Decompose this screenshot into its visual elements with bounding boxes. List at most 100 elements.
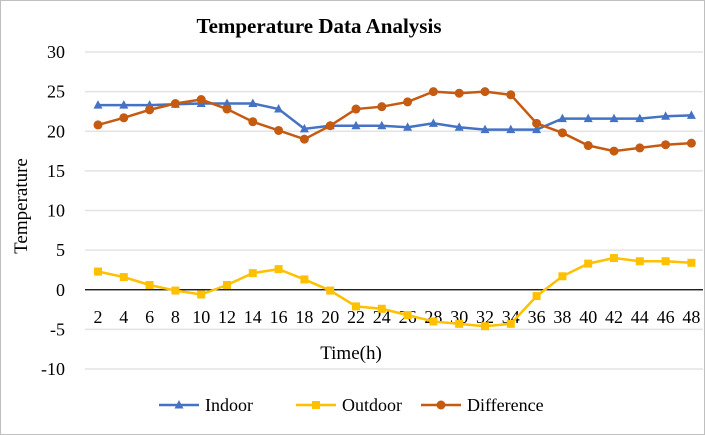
- indoor-point: [93, 100, 103, 109]
- difference-point: [661, 140, 671, 150]
- legend-item-difference: Difference: [421, 395, 544, 415]
- outdoor-point: [403, 311, 412, 320]
- legend-item-outdoor: Outdoor: [296, 395, 402, 415]
- y-axis-label: Temperature: [11, 158, 32, 254]
- difference-point: [325, 121, 335, 131]
- x-tick-label: 22: [347, 307, 365, 327]
- difference-point: [635, 143, 645, 153]
- legend-label: Indoor: [205, 395, 253, 415]
- indoor-point: [222, 98, 232, 108]
- outdoor-point: [248, 269, 257, 278]
- indoor-point: [428, 118, 438, 127]
- x-tick-label: 32: [476, 307, 494, 327]
- difference-point: [274, 125, 284, 135]
- outdoor-point: [687, 258, 696, 267]
- legend-marker: [312, 401, 320, 409]
- outdoor-point: [506, 319, 515, 328]
- x-tick-label: 36: [528, 307, 546, 327]
- indoor-point: [557, 113, 567, 123]
- y-tick-label: 15: [47, 161, 65, 181]
- indoor-point: [454, 122, 464, 131]
- outdoor-point: [94, 267, 102, 276]
- x-tick-label: 24: [373, 307, 391, 327]
- difference-point: [119, 113, 129, 123]
- legend-marker: [436, 400, 446, 410]
- indoor-point: [299, 123, 309, 133]
- x-tick-label: 6: [145, 307, 154, 327]
- difference-point: [145, 105, 155, 115]
- y-tick-label: -5: [50, 319, 65, 339]
- x-tick-label: 30: [450, 307, 468, 327]
- x-tick-label: 48: [682, 307, 700, 327]
- outdoor-point: [197, 290, 206, 299]
- outdoor-point: [558, 272, 567, 281]
- indoor-point: [506, 124, 516, 134]
- x-tick-label: 12: [218, 307, 236, 327]
- outdoor-point: [300, 275, 309, 284]
- indoor-line: [98, 102, 692, 131]
- x-tick-label: 16: [270, 307, 288, 327]
- difference-point: [686, 138, 696, 148]
- indoor-point: [635, 113, 645, 123]
- difference-point: [557, 128, 567, 138]
- difference-point: [506, 90, 516, 100]
- x-tick-label: 10: [192, 307, 210, 327]
- outdoor-point: [377, 304, 386, 313]
- indoor-point: [480, 124, 490, 134]
- difference-point: [609, 146, 619, 156]
- difference-point: [170, 99, 180, 109]
- y-tick-label: 30: [47, 42, 65, 62]
- outdoor-point: [429, 317, 438, 326]
- difference-point: [403, 97, 413, 107]
- indoor-point: [583, 113, 593, 123]
- difference-point: [299, 134, 309, 144]
- difference-point: [351, 104, 361, 114]
- difference-point: [248, 117, 258, 127]
- chart-title: Temperature Data Analysis: [196, 14, 441, 38]
- outdoor-line: [97, 256, 692, 328]
- x-tick-label: 44: [631, 307, 649, 327]
- outdoor-point: [532, 292, 541, 301]
- y-tick-label: -10: [41, 359, 65, 379]
- legend-label: Difference: [467, 395, 544, 415]
- difference-point: [196, 95, 206, 105]
- difference-point: [583, 141, 593, 151]
- y-tick-label: 10: [47, 201, 65, 221]
- indoor-point: [274, 104, 284, 113]
- outdoor-point: [455, 319, 464, 328]
- outdoor-point: [274, 265, 283, 274]
- indoor-point: [686, 110, 696, 119]
- x-tick-label: 4: [119, 307, 128, 327]
- indoor-point: [377, 120, 387, 130]
- legend-label: Outdoor: [342, 395, 402, 415]
- x-tick-label: 8: [171, 307, 180, 327]
- legend-marker: [174, 400, 184, 409]
- y-tick-label: 5: [56, 240, 65, 260]
- difference-point: [428, 87, 438, 97]
- difference-point: [93, 120, 103, 130]
- legend-item-indoor: Indoor: [159, 395, 253, 415]
- indoor-point: [661, 111, 671, 120]
- series-difference: [93, 87, 696, 156]
- outdoor-point: [584, 259, 593, 268]
- x-axis-label: Time(h): [320, 343, 382, 364]
- outdoor-point: [171, 286, 180, 295]
- x-tick-label: 42: [605, 307, 623, 327]
- indoor-point: [119, 100, 129, 109]
- outdoor-point: [145, 280, 154, 289]
- difference-point: [377, 102, 387, 112]
- indoor-point: [532, 124, 542, 134]
- indoor-point: [351, 120, 361, 130]
- indoor-point: [248, 98, 258, 108]
- y-tick-label: 20: [47, 121, 65, 141]
- difference-point: [454, 88, 464, 98]
- outdoor-point: [352, 302, 360, 311]
- difference-line: [97, 90, 692, 153]
- x-tick-label: 46: [657, 307, 675, 327]
- x-tick-label: 18: [295, 307, 313, 327]
- x-tick-label: 38: [553, 307, 571, 327]
- outdoor-point: [326, 286, 335, 295]
- indoor-point: [609, 113, 619, 123]
